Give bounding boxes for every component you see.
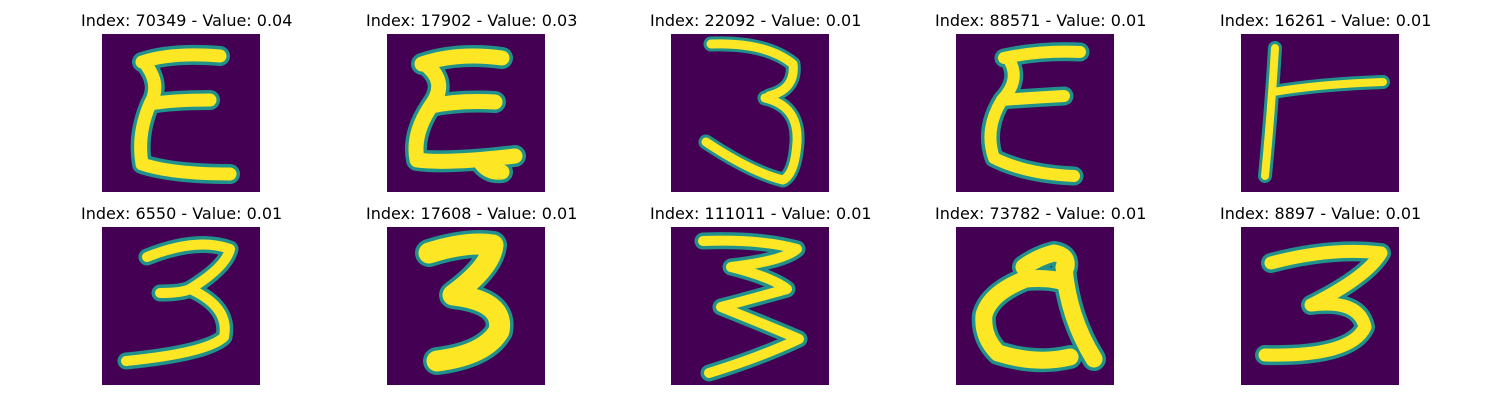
panel-title: Index: 22092 - Value: 0.01: [650, 11, 862, 30]
panel-title: Index: 6550 - Value: 0.01: [81, 204, 283, 223]
panel-title: Index: 73782 - Value: 0.01: [935, 204, 1147, 223]
digit-image-d: [956, 227, 1114, 385]
digit-image-e: [102, 34, 260, 192]
panel-7: Index: 17608 - Value: 0.01: [366, 204, 578, 385]
digit-image-3: [102, 227, 260, 385]
digit-image-3: [671, 227, 829, 385]
digit-image-3: [387, 227, 545, 385]
panel-6: Index: 6550 - Value: 0.01: [81, 204, 283, 385]
panel-2: Index: 17902 - Value: 0.03: [366, 11, 578, 192]
panel-title: Index: 16261 - Value: 0.01: [1220, 11, 1432, 30]
panel-1: Index: 70349 - Value: 0.04: [81, 11, 293, 192]
digit-image-e: [956, 34, 1114, 192]
panel-10: Index: 8897 - Value: 0.01: [1220, 204, 1422, 385]
panel-title: Index: 70349 - Value: 0.04: [81, 11, 293, 30]
panel-title: Index: 17902 - Value: 0.03: [366, 11, 578, 30]
digit-image-3: [1241, 227, 1399, 385]
panel-5: Index: 16261 - Value: 0.01: [1220, 11, 1432, 192]
panel-4: Index: 88571 - Value: 0.01: [935, 11, 1147, 192]
panel-title: Index: 17608 - Value: 0.01: [366, 204, 578, 223]
panel-8: Index: 111011 - Value: 0.01: [650, 204, 872, 385]
panel-9: Index: 73782 - Value: 0.01: [935, 204, 1147, 385]
digit-image-3: [671, 34, 829, 192]
panel-title: Index: 8897 - Value: 0.01: [1220, 204, 1422, 223]
panel-title: Index: 111011 - Value: 0.01: [650, 204, 872, 223]
digit-image-e: [387, 34, 545, 192]
panel-title: Index: 88571 - Value: 0.01: [935, 11, 1147, 30]
digit-image-t: [1241, 34, 1399, 192]
panel-3: Index: 22092 - Value: 0.01: [650, 11, 862, 192]
